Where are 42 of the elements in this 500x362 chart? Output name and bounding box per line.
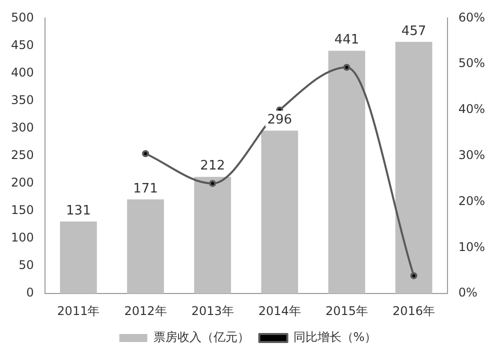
data-label: 441: [334, 32, 360, 48]
y-tick-label: 150: [11, 203, 34, 218]
bar: [328, 50, 366, 294]
y-tick-label: 200: [11, 176, 34, 190]
legend-label: 同比增长（%）: [293, 330, 377, 344]
y2-tick-label: 20%: [458, 194, 485, 208]
bar: [194, 176, 232, 294]
y-tick-label: 450: [11, 38, 34, 52]
y-tick-label: 50: [18, 258, 34, 272]
data-label: 212: [200, 158, 225, 174]
bar: [60, 221, 97, 294]
data-label: 296: [267, 112, 292, 128]
x-tick-label: 2011年: [57, 304, 100, 318]
y-tick-label: 350: [11, 92, 34, 107]
point: [142, 150, 150, 158]
point: [410, 272, 418, 280]
x-tick-label: 2012年: [124, 304, 167, 318]
data-label: 131: [66, 203, 91, 218]
bar: [261, 130, 298, 294]
y-tick-label: 500: [11, 10, 34, 24]
bar: [395, 42, 432, 294]
x-tick-label: 2016年: [392, 304, 436, 318]
bar: [127, 199, 164, 294]
y2-tick-label: 0%: [458, 286, 478, 300]
y-tick-label: 0: [26, 286, 34, 300]
x-tick-label: 2015年: [325, 304, 368, 318]
y-tick-label: 300: [11, 120, 34, 134]
data-label: 171: [133, 181, 158, 196]
point: [343, 64, 350, 71]
point: [209, 180, 216, 187]
y-tick-label: 250: [11, 148, 34, 162]
data-label: 457: [401, 24, 426, 39]
x-tick-label: 2014年: [258, 304, 301, 318]
y-tick-label: 400: [11, 65, 34, 80]
y2-tick-label: 40%: [458, 102, 485, 116]
x-tick-label: 2013年: [191, 304, 234, 318]
legend-label: 票房收入（亿元）: [153, 330, 250, 344]
y2-tick-label: 30%: [458, 148, 485, 162]
y2-tick-label: 60%: [458, 10, 485, 24]
y-tick-label: 100: [11, 230, 34, 245]
y2-tick-label: 10%: [458, 240, 485, 254]
y2-tick-label: 50%: [458, 56, 485, 70]
